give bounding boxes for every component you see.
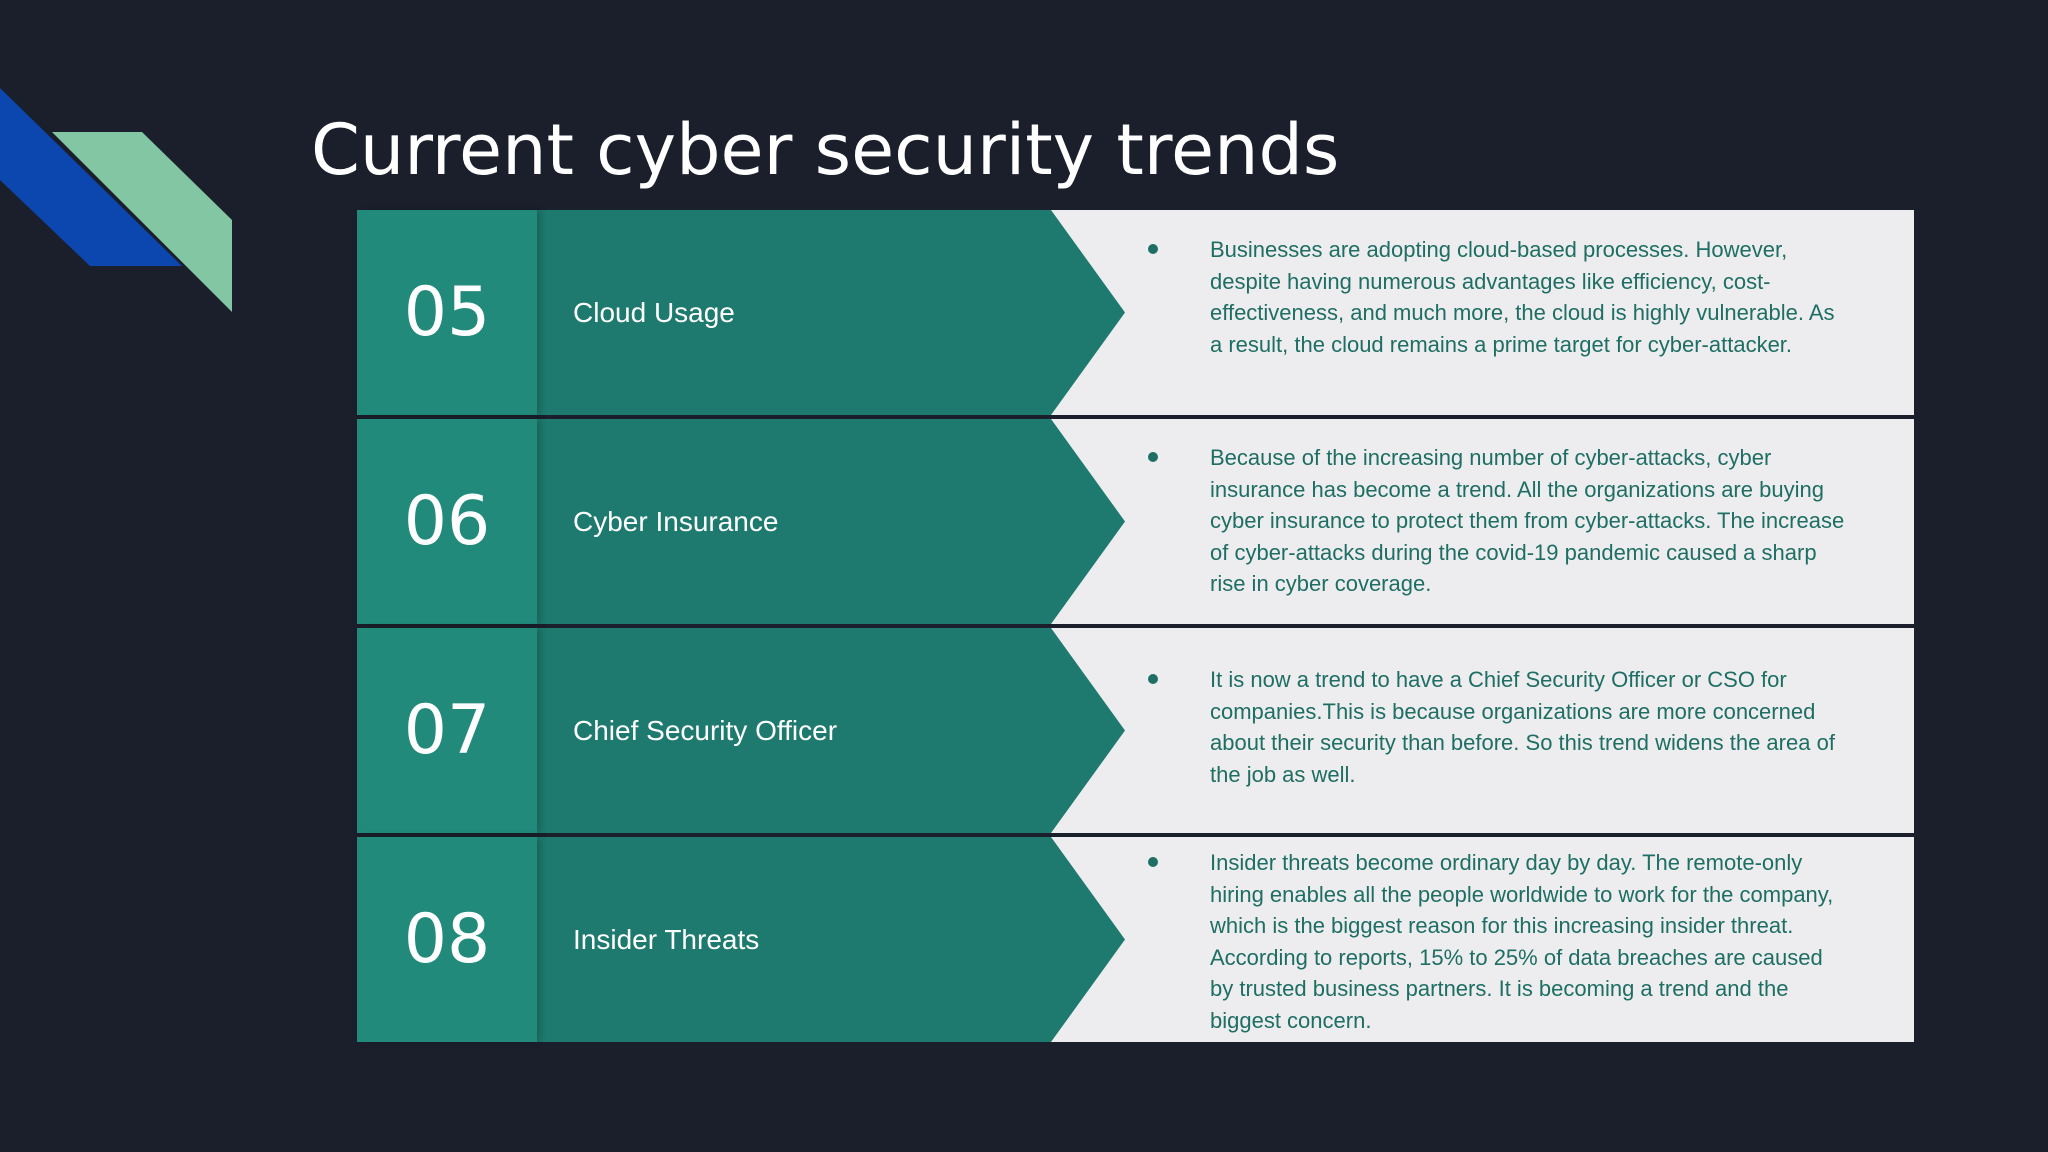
trend-number-block [357, 837, 537, 1042]
bullet-dot [1148, 244, 1158, 254]
trend-number: 07 [403, 691, 491, 770]
trend-row-07: 07 Chief Security Officer It is now a tr… [357, 628, 1914, 833]
bullet-dot [1148, 857, 1158, 867]
trend-description: Because of the increasing number of cybe… [1210, 445, 1845, 596]
trends-list: 05 Cloud Usage Businesses are adopting c… [357, 210, 1914, 1042]
green-stripe [52, 132, 232, 312]
trend-description: Businesses are adopting cloud-based proc… [1210, 237, 1835, 357]
trend-number-block [357, 628, 537, 833]
trend-label: Insider Threats [573, 924, 760, 955]
trend-row-08: 08 Insider Threats Insider threats becom… [357, 837, 1914, 1042]
corner-stripes-decoration [0, 88, 232, 312]
trend-description: It is now a trend to have a Chief Securi… [1210, 667, 1835, 787]
trend-number: 06 [403, 482, 491, 561]
trend-row-05: 05 Cloud Usage Businesses are adopting c… [357, 210, 1914, 415]
trend-description: Insider threats become ordinary day by d… [1210, 850, 1834, 1033]
blue-stripe [0, 88, 182, 266]
trend-label: Chief Security Officer [573, 715, 838, 746]
trend-label: Cloud Usage [573, 297, 735, 328]
bullet-dot [1148, 674, 1158, 684]
slide-title: Current cyber security trends [311, 109, 1340, 191]
trend-label: Cyber Insurance [573, 506, 779, 537]
trend-number: 05 [403, 273, 491, 352]
trend-row-06: 06 Cyber Insurance Because of the increa… [357, 419, 1914, 624]
trend-number-block [357, 210, 537, 415]
bullet-dot [1148, 452, 1158, 462]
trend-number: 08 [403, 900, 491, 979]
trend-number-block [357, 419, 537, 624]
